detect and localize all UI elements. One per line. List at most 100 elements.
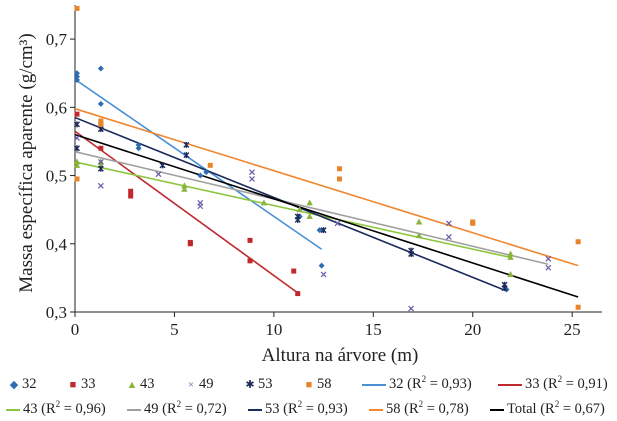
legend-label: 32 (R2 = 0,93) [389, 374, 472, 392]
legend-label: 58 [317, 376, 332, 392]
x-tick-label: 15 [365, 320, 382, 339]
data-point [507, 250, 514, 257]
legend-marker-icon: ◆ [9, 379, 19, 391]
data-point [98, 118, 104, 124]
data-point [249, 176, 255, 182]
y-tick-label: 0,5 [46, 167, 67, 186]
y-tick-label: 0,4 [46, 235, 68, 254]
data-point [291, 268, 297, 274]
x-tick-label: 5 [170, 320, 179, 339]
legend-item: × 49 [185, 376, 214, 393]
data-point [97, 182, 104, 189]
data-point [294, 216, 301, 223]
data-point [73, 158, 81, 165]
data-point [197, 203, 204, 210]
data-point [306, 199, 313, 206]
data-point [295, 291, 301, 297]
data-point [155, 171, 162, 178]
data-point [445, 234, 452, 240]
legend-item: ■ 58 [303, 376, 332, 393]
data-point [408, 251, 415, 258]
data-point [545, 264, 552, 271]
data-point [247, 237, 253, 243]
data-point [97, 100, 104, 107]
x-axis-label: Altura na árvore (m) [262, 345, 419, 366]
data-point [575, 239, 581, 245]
data-point [73, 73, 80, 80]
data-point [501, 285, 508, 292]
data-point [247, 258, 253, 264]
legend-label: 43 [140, 376, 155, 392]
data-point [336, 176, 342, 182]
data-point [74, 135, 80, 141]
data-point [197, 172, 204, 179]
data-point [98, 121, 104, 127]
data-point [507, 253, 514, 260]
legend-item: 58 (R2 = 0,78) [369, 399, 469, 418]
x-tick-label: 25 [564, 320, 581, 339]
data-point [187, 241, 193, 247]
data-point [318, 262, 325, 269]
data-point [97, 65, 104, 72]
data-point [296, 206, 303, 213]
data-point [415, 232, 423, 239]
legend-label: 43 (R2 = 0,96) [23, 399, 106, 417]
x-tick-label: 20 [464, 320, 481, 339]
data-point [203, 169, 210, 176]
y-tick-label: 0,7 [46, 30, 68, 49]
data-point [445, 220, 452, 227]
legend-line-swatch [127, 408, 141, 411]
legend-marker-icon: ■ [305, 378, 313, 391]
data-point [334, 220, 341, 227]
data-point [336, 166, 342, 172]
x-tick-label: 0 [71, 320, 80, 339]
legend-marker-icon: ▲ [126, 378, 138, 391]
data-point [73, 77, 80, 84]
legend-label: 32 [22, 376, 37, 392]
legend-label: 49 [199, 376, 214, 392]
trendline [74, 78, 323, 250]
legend-item: ✱ 53 [244, 376, 273, 393]
data-point [128, 188, 134, 194]
data-point [306, 212, 313, 219]
legend-line-swatch [362, 383, 386, 386]
x-tick-label: 10 [265, 320, 282, 339]
data-point [183, 141, 190, 148]
data-point [575, 304, 581, 310]
y-tick-label: 0,3 [46, 303, 67, 322]
data-point [207, 162, 213, 168]
legend-item: ◆ 32 [8, 376, 37, 393]
trendline [74, 107, 579, 267]
trendline [74, 133, 579, 298]
data-point [135, 145, 142, 152]
data-point [408, 305, 415, 312]
data-point [181, 182, 188, 189]
legend-label: Total (R2 = 0,67) [507, 399, 605, 417]
data-point [97, 158, 104, 165]
data-point [181, 185, 188, 192]
legend-marker-icon: ✱ [245, 379, 255, 391]
data-point [74, 111, 80, 117]
data-point [135, 141, 142, 148]
legend-label: 53 [258, 376, 273, 392]
data-point [128, 193, 134, 199]
y-tick-label: 0,6 [46, 98, 67, 117]
data-point [249, 169, 255, 176]
axes: 0 5 10 15 20 25 0,3 0,4 0,5 0,6 0,7 [46, 5, 602, 339]
legend-item: 49 (R2 = 0,72) [127, 400, 227, 418]
legend-line-swatch [6, 408, 20, 411]
data-point [415, 218, 423, 225]
data-point [159, 162, 166, 169]
data-point [545, 255, 552, 262]
legend-row-2: 43 (R2 = 0,96) 49 (R2 = 0,72) 53 (R2 = 0,9… [0, 399, 617, 421]
data-point [97, 126, 104, 133]
legend-item: 33 (R2 = 0,91) [498, 375, 608, 393]
legend-label: 58 (R2 = 0,78) [386, 399, 469, 417]
data-points [73, 5, 581, 312]
data-point [73, 161, 81, 168]
legend-label: 53 (R2 = 0,93) [265, 399, 348, 417]
legend-item: ■ 33 [67, 376, 96, 393]
legend-item: 32 (R2 = 0,93) [362, 374, 472, 393]
data-point [97, 165, 104, 172]
